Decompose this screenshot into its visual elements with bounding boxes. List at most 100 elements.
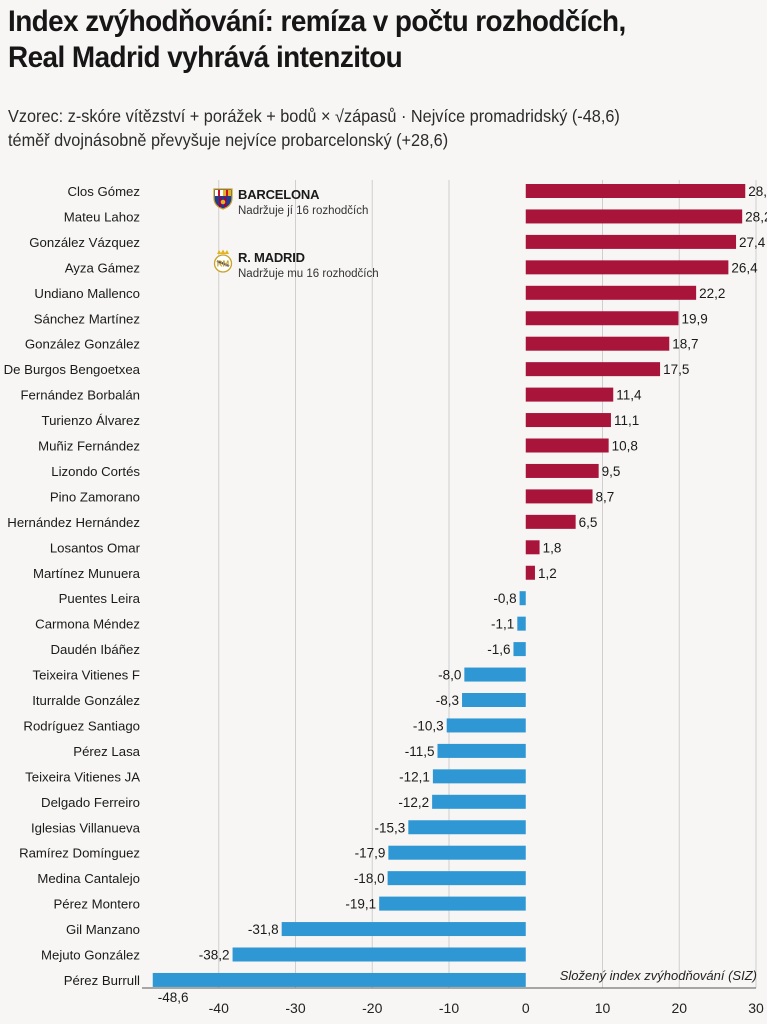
- bar: [387, 871, 526, 886]
- bar: [525, 565, 535, 580]
- bar: [525, 285, 697, 300]
- chart-subtitle: Vzorec: z-skóre vítězství + porážek + bo…: [8, 104, 710, 152]
- category-label: Losantos Omar: [50, 540, 141, 555]
- x-tick-label: -40: [209, 1000, 229, 1016]
- real-madrid-crest-icon: RM: [213, 249, 233, 273]
- bar: [446, 718, 526, 733]
- value-label: -15,3: [375, 820, 406, 835]
- category-label: Delgado Ferreiro: [41, 795, 140, 810]
- value-label: 28,6: [748, 184, 767, 199]
- bar: [517, 616, 526, 631]
- x-tick-label: 10: [595, 1000, 611, 1016]
- value-label: -1,6: [487, 642, 510, 657]
- value-label: 26,4: [731, 260, 758, 275]
- category-label: Hernández Hernández: [7, 515, 140, 530]
- category-label: Puentes Leira: [59, 591, 141, 606]
- category-label: Undiano Mallenco: [34, 286, 140, 301]
- value-label: 10,8: [612, 439, 638, 454]
- category-label: Teixeira Vitienes F: [32, 668, 140, 683]
- x-tick-label: -30: [285, 1000, 305, 1016]
- value-label: 28,2: [745, 209, 767, 224]
- bar: [525, 413, 611, 428]
- category-label: Pérez Burrull: [64, 973, 140, 988]
- bar: [408, 820, 526, 835]
- category-label: Iturralde González: [32, 693, 140, 708]
- bar: [525, 362, 661, 377]
- value-label: -31,8: [248, 922, 279, 937]
- title-line-1: Index zvýhodňování: remíza v počtu rozho…: [8, 5, 626, 38]
- legend-barcelona-name: BARCELONA: [238, 187, 320, 202]
- category-label: Muñiz Fernández: [38, 439, 140, 454]
- value-label: -12,1: [399, 769, 430, 784]
- category-label: Clos Gómez: [67, 184, 140, 199]
- category-label: De Burgos Bengoetxea: [4, 362, 141, 377]
- legend-madrid-note: Nadržuje mu 16 rozhodčích: [238, 268, 379, 280]
- category-label: Rodríguez Santiago: [23, 718, 140, 733]
- x-tick-label: -20: [362, 1000, 382, 1016]
- value-label: -10,3: [413, 718, 444, 733]
- bar: [525, 234, 737, 249]
- bar: [519, 591, 526, 606]
- value-label: -1,1: [491, 617, 514, 632]
- category-label: Medina Cantalejo: [37, 871, 140, 886]
- chart-title: Index zvýhodňování: remíza v počtu rozho…: [8, 4, 710, 76]
- bar: [388, 845, 526, 860]
- value-label: 8,7: [596, 489, 615, 504]
- bar: [432, 769, 526, 784]
- title-line-2: Real Madrid vyhrává intenzitou: [8, 41, 403, 74]
- value-label: 9,5: [602, 464, 621, 479]
- svg-text:RM: RM: [217, 260, 230, 269]
- bar: [152, 972, 526, 987]
- subtitle-line-1: Vzorec: z-skóre vítězství + porážek + bo…: [8, 106, 620, 126]
- bar: [525, 489, 593, 504]
- value-label: 22,2: [699, 286, 725, 301]
- x-tick-label: 0: [522, 1000, 530, 1016]
- category-label: Carmona Méndez: [35, 617, 140, 632]
- category-label: Martínez Munuera: [33, 566, 141, 581]
- value-label: -12,2: [398, 795, 429, 810]
- bar: [462, 693, 526, 707]
- bar: [525, 514, 576, 529]
- bar: [513, 642, 526, 657]
- category-label: Turienzo Álvarez: [42, 413, 140, 428]
- value-label: 1,8: [543, 540, 562, 555]
- value-label: -48,6: [158, 990, 189, 1005]
- bar: [525, 438, 609, 453]
- value-label: -8,0: [438, 668, 461, 683]
- bar: [437, 743, 526, 758]
- bar: [525, 540, 540, 555]
- legend-madrid-name: R. MADRID: [238, 250, 305, 265]
- category-label: Pino Zamorano: [50, 489, 140, 504]
- value-label: -17,9: [355, 846, 386, 861]
- x-tick-label: -10: [439, 1000, 459, 1016]
- bar: [525, 311, 679, 326]
- bar: [525, 387, 614, 402]
- x-tick-label: 30: [748, 1000, 764, 1016]
- subtitle-line-2: téměř dvojnásobně převyšuje nejvíce prob…: [8, 130, 449, 150]
- fc-barcelona-crest-icon: [213, 188, 233, 210]
- value-label: 11,1: [614, 413, 639, 428]
- value-label: 27,4: [739, 235, 766, 250]
- category-label: Sánchez Martínez: [34, 311, 140, 326]
- value-label: 19,9: [681, 311, 707, 326]
- value-label: -18,0: [354, 871, 385, 886]
- category-label: Ramírez Domínguez: [19, 846, 140, 861]
- category-label: González González: [25, 337, 140, 352]
- bar: [525, 463, 599, 478]
- value-label: 6,5: [579, 515, 598, 530]
- category-label: Fernández Borbalán: [21, 388, 141, 403]
- bar: [464, 667, 526, 682]
- category-label: Daudén Ibáñez: [51, 642, 140, 657]
- value-label: 11,4: [616, 388, 642, 403]
- value-label: 17,5: [663, 362, 689, 377]
- value-label: 1,2: [538, 566, 557, 581]
- category-label: Iglesias Villanueva: [31, 820, 141, 835]
- value-label: -11,5: [405, 744, 435, 759]
- bar: [432, 794, 526, 809]
- x-tick-label: 20: [671, 1000, 687, 1016]
- x-axis-label: Složený index zvýhodňování (SIZ): [559, 968, 757, 983]
- bar: [525, 260, 729, 275]
- bar: [525, 209, 743, 224]
- category-label: Ayza Gámez: [65, 260, 140, 275]
